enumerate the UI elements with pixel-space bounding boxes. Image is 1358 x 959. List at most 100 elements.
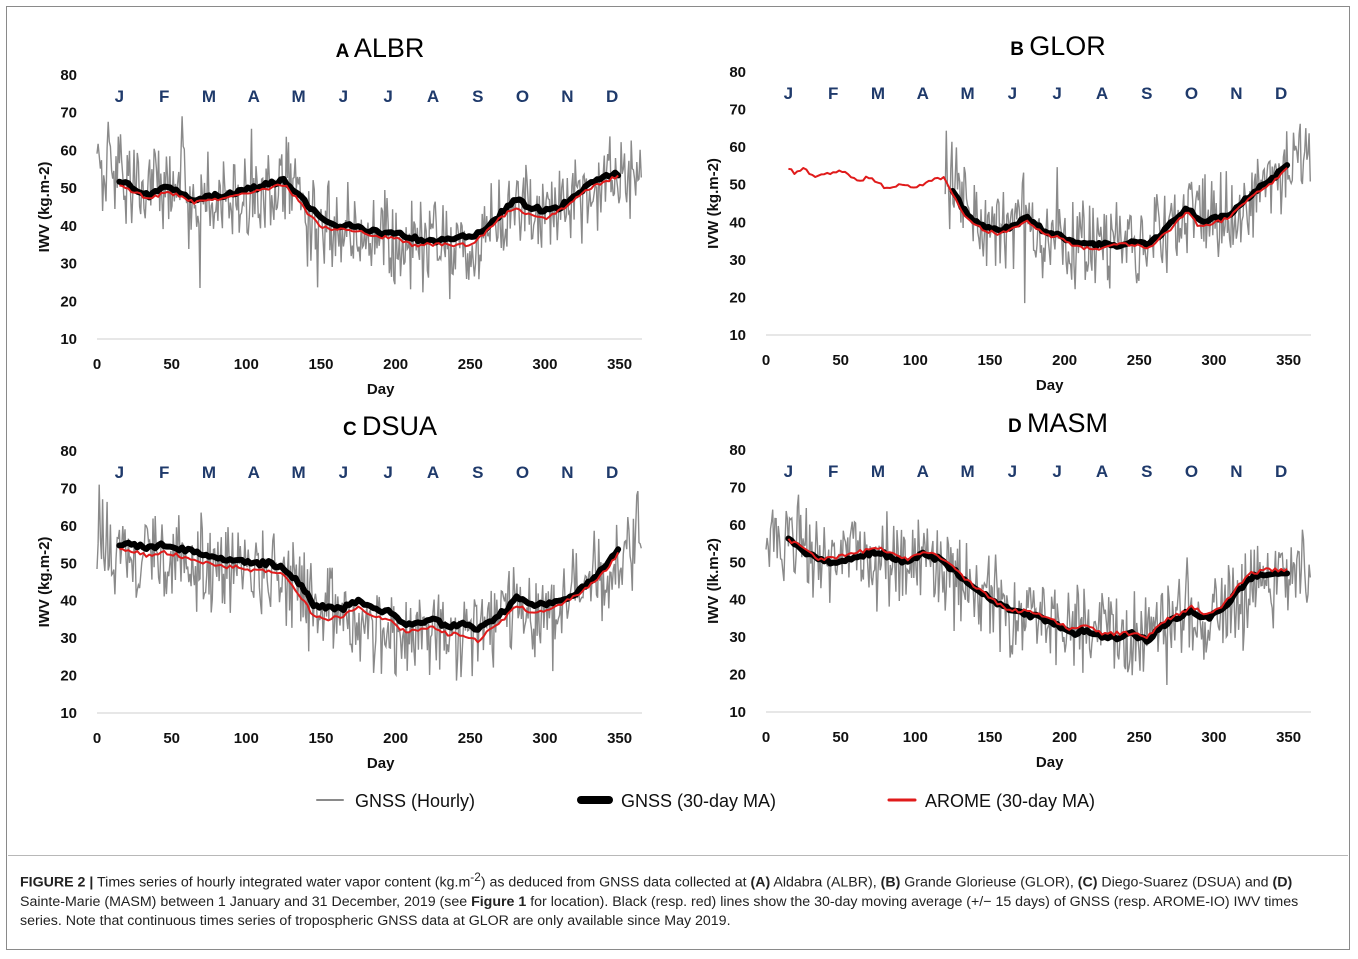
caption-text-4: Grande Glorieuse (GLOR),	[900, 874, 1078, 891]
caption-text-7: for location). Black (resp. red) lines s…	[20, 893, 1299, 929]
caption-text-5: Diego-Suarez (DSUA) and	[1097, 874, 1273, 891]
gnss-ma-line	[785, 535, 1291, 645]
y-tick-label: 10	[729, 327, 746, 344]
y-tick-label: 70	[729, 479, 746, 496]
x-axis-label: Day	[367, 755, 395, 772]
x-axis-label: Day	[1036, 377, 1064, 394]
legend-label: GNSS (30-day MA)	[621, 791, 776, 811]
x-tick-label: 200	[1052, 729, 1077, 746]
month-label: N	[1230, 462, 1242, 481]
legend-label: AROME (30-day MA)	[925, 791, 1095, 811]
arome-ma-line	[788, 167, 1288, 251]
month-label: S	[1141, 84, 1152, 103]
y-tick-label: 40	[729, 214, 746, 231]
y-tick-label: 10	[60, 705, 77, 722]
y-tick-label: 20	[729, 667, 746, 684]
caption-ref-b: (B)	[880, 874, 901, 891]
y-tick-label: 50	[729, 177, 746, 194]
caption-figure-1-ref: Figure 1	[471, 893, 527, 910]
x-tick-label: 150	[308, 730, 333, 747]
panel-letter: A	[336, 41, 354, 62]
month-label: M	[291, 87, 305, 106]
x-tick-label: 100	[903, 352, 928, 369]
month-label: O	[1185, 462, 1198, 481]
caption-ref-a: (A)	[750, 874, 771, 891]
month-label: J	[383, 87, 392, 106]
x-tick-label: 350	[1276, 352, 1301, 369]
y-tick-label: 20	[60, 293, 77, 310]
x-tick-label: 300	[532, 730, 557, 747]
arome-ma-line	[787, 538, 1288, 640]
panel-title: B GLOR	[1010, 31, 1106, 61]
month-label: J	[115, 87, 124, 106]
month-label: J	[1052, 462, 1061, 481]
y-tick-label: 70	[60, 480, 77, 497]
caption-text-3: Aldabra (ALBR),	[770, 874, 881, 891]
panel-title: C DSUA	[343, 411, 437, 441]
figure-caption: FIGURE 2 | Times series of hourly integr…	[20, 868, 1336, 931]
month-label: O	[516, 463, 529, 482]
panel-title: A ALBR	[336, 33, 425, 63]
month-label: A	[427, 463, 439, 482]
x-tick-label: 50	[163, 730, 180, 747]
month-label: J	[339, 463, 348, 482]
caption-separator	[8, 855, 1348, 856]
month-label: O	[516, 87, 529, 106]
y-axis-label: IWV (kg.m-2)	[36, 162, 53, 253]
y-axis-label: IWV (lk.m-2)	[705, 538, 722, 624]
x-tick-label: 250	[1127, 729, 1152, 746]
caption-ref-d: (D)	[1272, 874, 1293, 891]
month-label: M	[871, 462, 885, 481]
x-tick-label: 0	[93, 730, 101, 747]
y-tick-label: 80	[60, 443, 77, 460]
y-tick-label: 80	[60, 67, 77, 84]
y-tick-label: 80	[729, 64, 746, 81]
x-tick-label: 200	[383, 356, 408, 373]
x-tick-label: 50	[163, 356, 180, 373]
x-tick-label: 350	[607, 356, 632, 373]
x-tick-label: 300	[1201, 729, 1226, 746]
month-label: D	[606, 87, 618, 106]
month-label: S	[472, 463, 483, 482]
y-tick-label: 30	[729, 252, 746, 269]
month-label: J	[1052, 84, 1061, 103]
month-label: F	[828, 84, 838, 103]
panel-letter: D	[1008, 416, 1027, 437]
panel-title-text: DSUA	[362, 411, 437, 441]
figure-charts: A ALBR 10 20 30 40 50 60 70 80 0 50 100 150 200 250 300…	[36, 31, 1311, 811]
x-tick-label: 250	[1127, 352, 1152, 369]
gnss-hourly-line	[944, 123, 1311, 304]
y-tick-label: 60	[60, 518, 77, 535]
y-tick-label: 80	[729, 442, 746, 459]
y-tick-label: 10	[60, 331, 77, 348]
month-label: J	[383, 463, 392, 482]
panel-title-text: GLOR	[1029, 31, 1106, 61]
month-label: M	[291, 463, 305, 482]
x-tick-label: 250	[458, 730, 483, 747]
y-tick-label: 50	[60, 180, 77, 197]
y-tick-label: 70	[60, 105, 77, 122]
x-tick-label: 350	[1276, 729, 1301, 746]
x-tick-label: 150	[977, 729, 1002, 746]
month-label: A	[1096, 462, 1108, 481]
panel-title: D MASM	[1008, 408, 1108, 438]
month-label: J	[339, 87, 348, 106]
y-tick-label: 40	[729, 592, 746, 609]
month-label: F	[159, 463, 169, 482]
panel-letter: B	[1010, 39, 1029, 60]
month-label: M	[202, 87, 216, 106]
arome-ma-line	[119, 174, 619, 248]
y-tick-label: 60	[729, 517, 746, 534]
figure-frame	[6, 6, 1350, 950]
month-label: O	[1185, 84, 1198, 103]
y-tick-label: 10	[729, 704, 746, 721]
x-tick-label: 150	[308, 356, 333, 373]
month-label: D	[606, 463, 618, 482]
month-label: S	[1141, 462, 1152, 481]
month-label: N	[561, 87, 573, 106]
gnss-hourly-line	[96, 484, 642, 681]
panel-title-text: MASM	[1027, 408, 1108, 438]
month-label: N	[561, 463, 573, 482]
month-label: J	[784, 84, 793, 103]
x-tick-label: 100	[234, 356, 259, 373]
